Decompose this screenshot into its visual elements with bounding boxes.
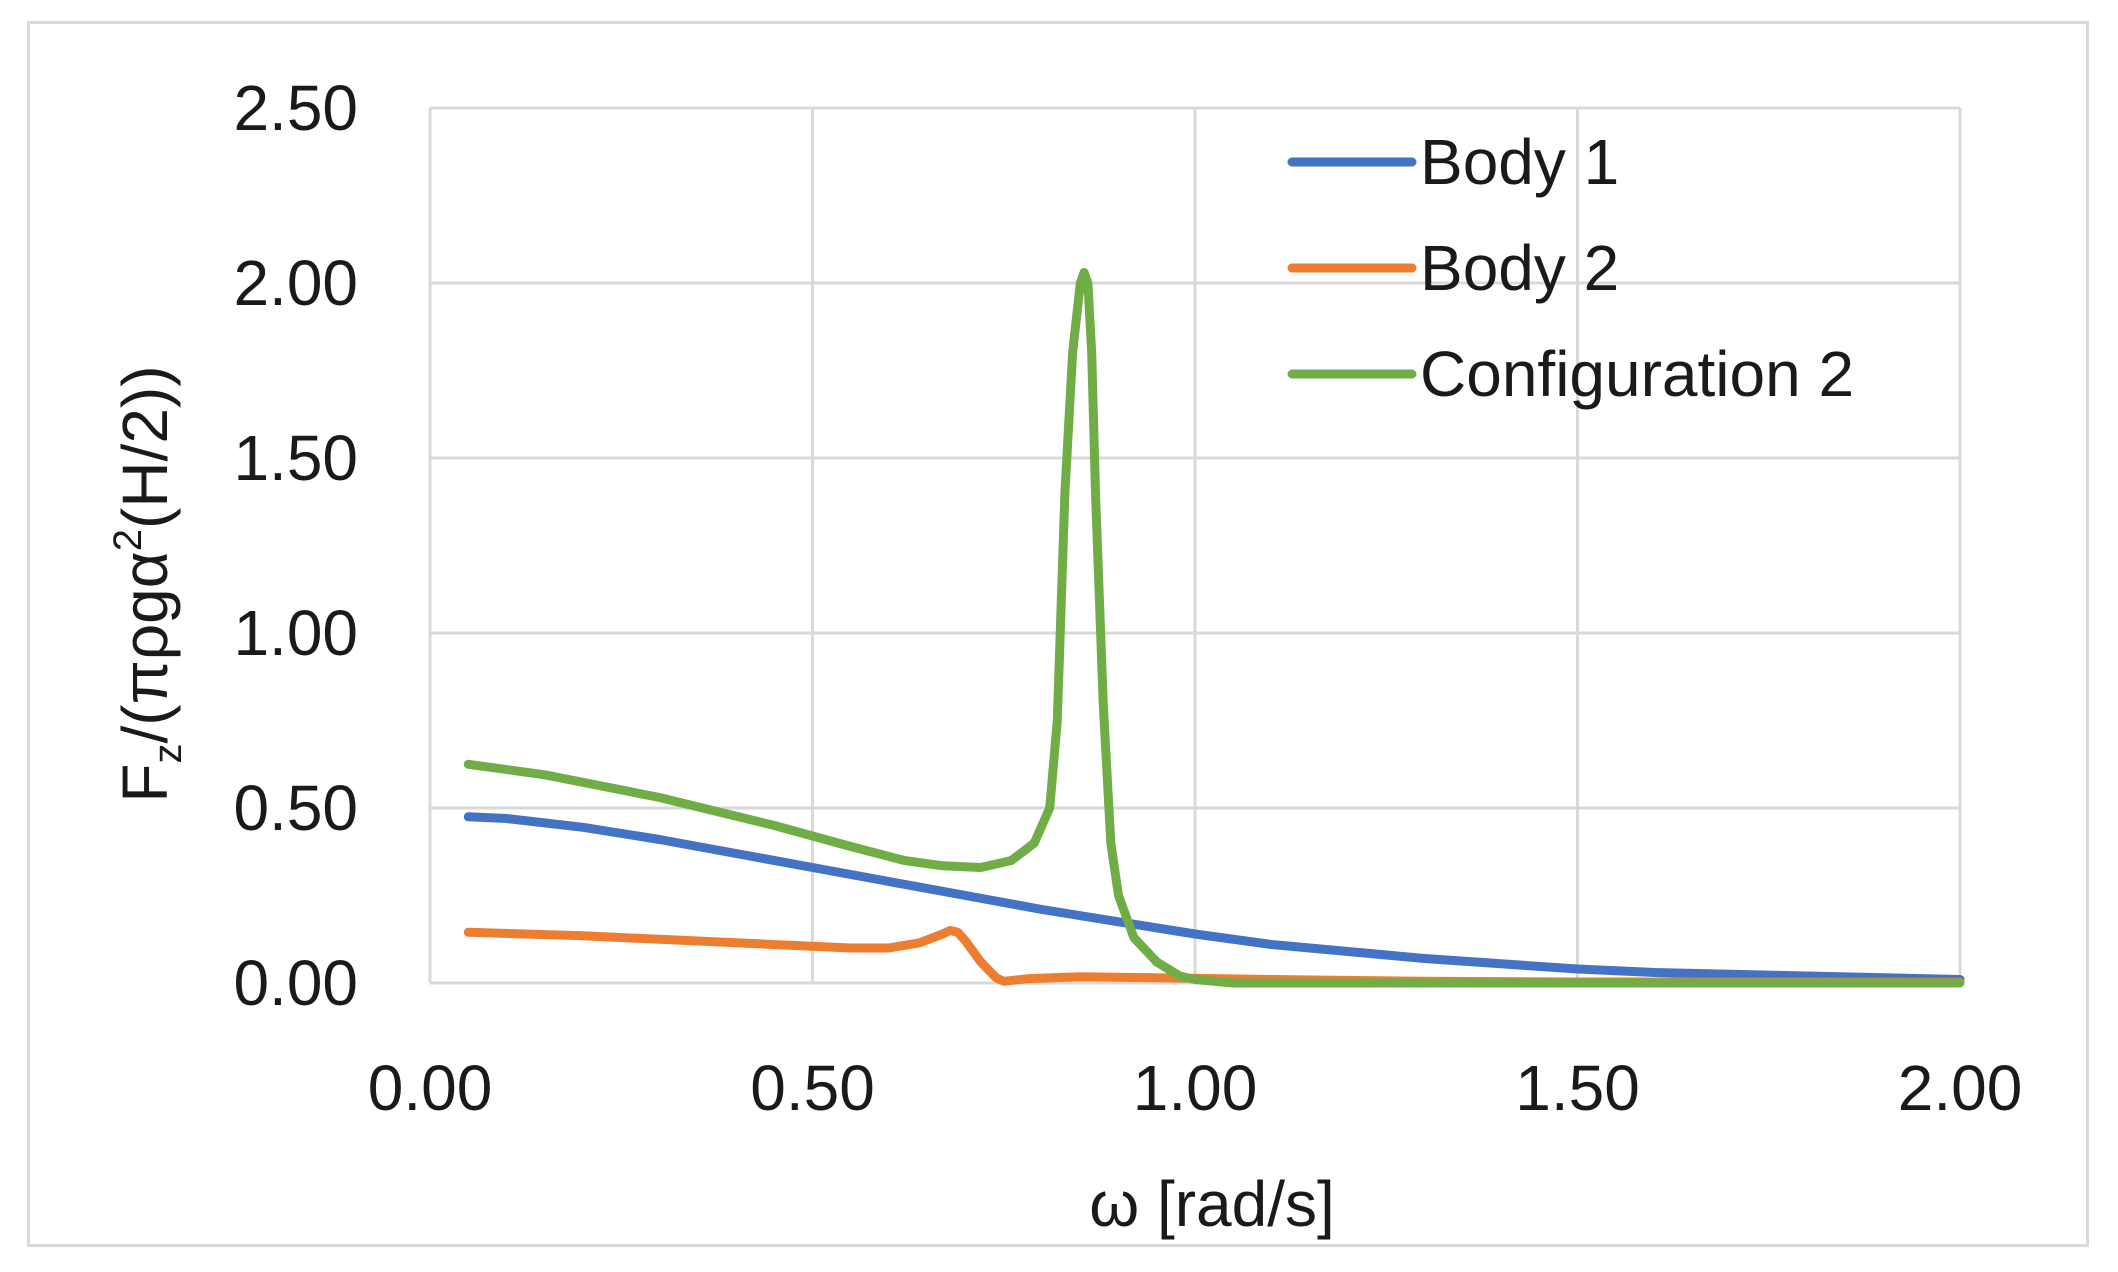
y-tick-label: 0.50 xyxy=(233,772,358,844)
y-tick-label: 2.50 xyxy=(233,72,358,144)
y-axis-title-part-2: /(πρgα xyxy=(109,551,181,743)
y-tick-label: 2.00 xyxy=(233,247,358,319)
y-axis-title: Fz/(πρgα2(H/2)) xyxy=(106,365,190,802)
y-tick-label: 1.00 xyxy=(233,597,358,669)
x-tick-label: 0.00 xyxy=(368,1052,493,1124)
y-axis-ticks: 0.00 0.50 1.00 1.50 2.00 2.50 xyxy=(233,72,358,1019)
x-tick-label: 1.00 xyxy=(1133,1052,1258,1124)
series-line-body-1 xyxy=(463,812,1965,984)
series-lines xyxy=(463,268,1965,988)
y-tick-label: 1.50 xyxy=(233,422,358,494)
y-axis-title-part-3: (H/2)) xyxy=(109,365,181,529)
x-axis-ticks: 0.00 0.50 1.00 1.50 2.00 xyxy=(368,1052,2023,1124)
y-tick-label: 0.00 xyxy=(233,947,358,1019)
legend-label-configuration-2: Configuration 2 xyxy=(1420,338,1854,410)
series-line-configuration-2 xyxy=(463,268,1965,988)
x-tick-label: 1.50 xyxy=(1515,1052,1640,1124)
y-axis-title-superscript: 2 xyxy=(106,529,150,551)
legend-label-body-1: Body 1 xyxy=(1420,126,1619,198)
legend-label-body-2: Body 2 xyxy=(1420,232,1619,304)
x-tick-label: 2.00 xyxy=(1898,1052,2023,1124)
x-tick-label: 0.50 xyxy=(750,1052,875,1124)
legend: Body 1 Body 2 Configuration 2 xyxy=(1287,126,1854,410)
y-axis-title-part-1: F xyxy=(109,763,181,802)
y-axis-title-subscript: z xyxy=(146,743,190,763)
grid-lines xyxy=(428,106,1962,985)
x-axis-title: ω [rad/s] xyxy=(1089,1168,1335,1240)
